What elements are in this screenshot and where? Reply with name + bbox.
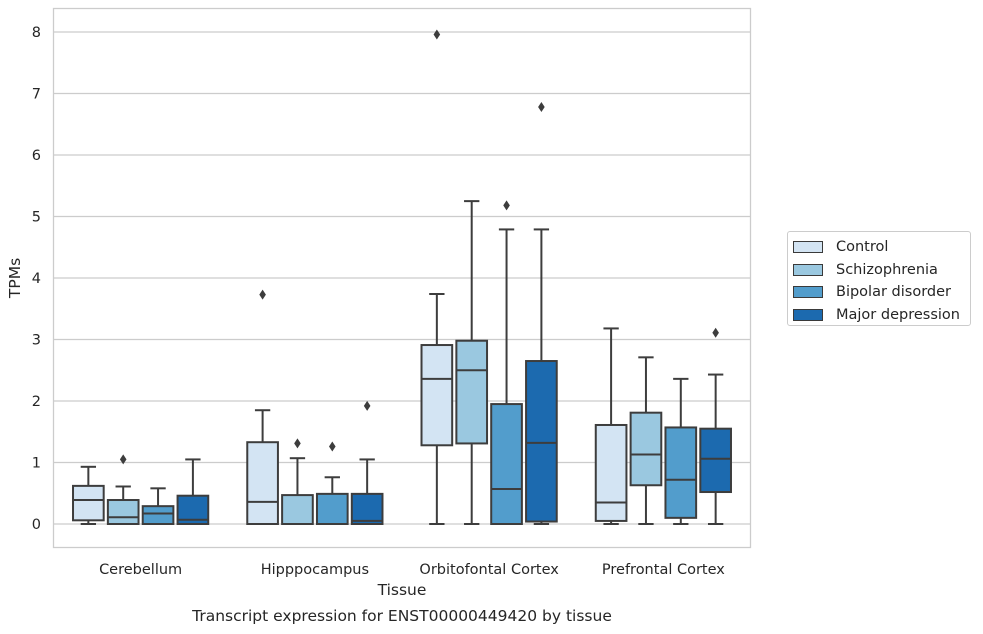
y-axis-label: TPMs — [6, 258, 24, 299]
box-group — [420, 29, 454, 525]
legend-label: Control — [836, 239, 889, 256]
x-tick-label: Hipppocampus — [261, 562, 369, 578]
box-group — [664, 377, 698, 525]
box — [490, 403, 523, 526]
plot-frame — [52, 7, 752, 549]
y-tick-label: 6 — [32, 148, 41, 164]
outlier-point — [119, 454, 127, 465]
box — [72, 484, 105, 522]
box-group — [350, 400, 384, 525]
box-group — [315, 441, 349, 525]
y-tick-label: 3 — [32, 333, 41, 349]
box — [699, 427, 732, 494]
box-group — [141, 487, 175, 526]
box — [525, 360, 558, 523]
outlier-point — [363, 400, 371, 411]
outlier-point — [294, 438, 301, 449]
outlier-point — [538, 102, 545, 113]
gridlines — [53, 31, 751, 525]
box — [106, 499, 140, 526]
box-group — [72, 465, 105, 525]
box — [629, 411, 663, 487]
legend-swatch — [793, 241, 823, 254]
y-tick-label: 7 — [32, 87, 41, 103]
legend-label: Schizophrenia — [836, 261, 938, 278]
box-group — [490, 200, 523, 526]
box — [246, 441, 279, 525]
y-tick-label: 5 — [32, 210, 41, 226]
y-tick-label: 2 — [32, 394, 41, 410]
y-tick-label: 1 — [32, 456, 41, 472]
box-group — [176, 458, 210, 525]
box-group — [246, 289, 279, 525]
boxes — [72, 29, 732, 526]
outlier-point — [503, 200, 510, 211]
box — [594, 423, 628, 522]
legend-swatch — [793, 286, 823, 299]
y-tick-label: 0 — [32, 517, 41, 533]
x-tick-labels: Cerebellum Hipppocampus Orbitofontal Corte… — [99, 562, 725, 578]
legend-label: Major depression — [836, 306, 960, 323]
chart-title: Transcript expression for ENST0000044942… — [191, 607, 612, 625]
y-tick-label: 4 — [32, 271, 41, 287]
outlier-point — [433, 29, 441, 40]
box-group — [629, 356, 663, 525]
legend-label: Bipolar disorder — [836, 284, 951, 301]
x-tick-label: Prefrontal Cortex — [602, 562, 725, 578]
box-group — [106, 454, 140, 526]
box-group — [699, 327, 732, 525]
box — [315, 492, 349, 525]
box-group — [594, 327, 628, 525]
legend-item: Major depression — [792, 304, 970, 327]
legend-item: Schizophrenia — [792, 259, 970, 282]
legend-item: Control — [792, 236, 970, 259]
box-group — [525, 102, 558, 525]
legend-swatch — [793, 263, 823, 276]
box — [350, 492, 384, 525]
legend-swatch — [793, 308, 823, 321]
y-tick-labels: 0 1 2 3 4 5 6 7 8 — [32, 25, 41, 533]
outlier-point — [329, 441, 336, 452]
x-tick-label: Orbitofontal Cortex — [419, 562, 559, 578]
legend-item: Bipolar disorder — [792, 281, 970, 304]
x-tick-label: Cerebellum — [99, 562, 182, 578]
box — [281, 494, 314, 526]
x-axis-label: Tissue — [377, 581, 427, 599]
outlier-point — [712, 327, 719, 338]
box — [664, 426, 698, 519]
box-group — [455, 200, 489, 525]
box — [420, 344, 454, 447]
box — [455, 339, 489, 445]
y-tick-label: 8 — [32, 25, 41, 41]
outlier-point — [259, 289, 266, 300]
legend: Control Schizophrenia Bipolar disorder Majo… — [787, 231, 971, 326]
box-group — [281, 438, 314, 526]
box — [141, 505, 175, 526]
